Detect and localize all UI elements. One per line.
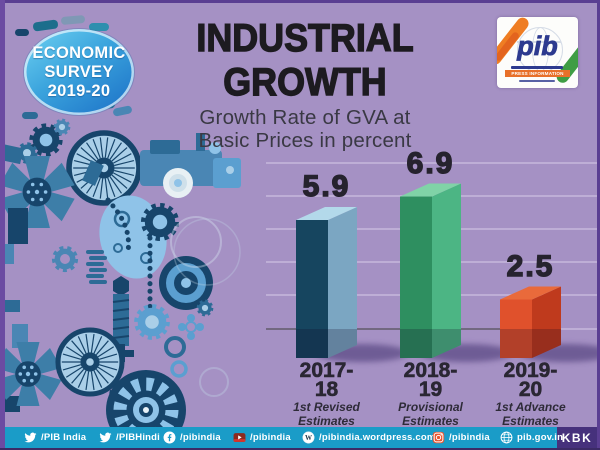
category-label-2017-18: 2017- 18 bbox=[299, 359, 354, 401]
estimate-note-2017-18: 1st Revised Estimates bbox=[293, 400, 360, 428]
footer-social-item: pib.gov.in bbox=[500, 427, 563, 448]
decor-pill bbox=[15, 29, 29, 36]
frame-border bbox=[0, 0, 5, 450]
gear-icon bbox=[51, 245, 79, 273]
frame-border bbox=[0, 448, 600, 450]
frame-border bbox=[0, 0, 600, 3]
decor-pill bbox=[32, 19, 59, 32]
instagram-icon bbox=[432, 431, 445, 444]
pib-logo: pib PRESS INFORMATION BUREAU bbox=[497, 17, 578, 88]
category-label-2018-19: 2018- 19 bbox=[403, 359, 458, 401]
estimate-note-2018-19: Provisional Estimates bbox=[398, 400, 463, 428]
decor-pill bbox=[112, 105, 133, 117]
svg-text:W: W bbox=[305, 434, 312, 442]
credit-badge: KBK bbox=[557, 427, 597, 448]
footer-social-handle: /pibindia bbox=[180, 432, 221, 443]
fan-wheel-icon bbox=[0, 156, 75, 228]
social-footer-bar: KBK /PIB India/PIBHindi/pibindia/pibindi… bbox=[0, 427, 600, 448]
footer-social-item: /pibindia bbox=[432, 427, 490, 448]
globe-icon bbox=[500, 431, 513, 444]
badge-line2: SURVEY bbox=[44, 62, 114, 81]
turbine-wheel-icon bbox=[66, 130, 142, 206]
gear-icon bbox=[134, 304, 170, 340]
frame-border bbox=[597, 0, 600, 450]
wordpress-icon: W bbox=[302, 431, 315, 444]
badge-line3: 2019-20 bbox=[47, 81, 111, 100]
spring-icon bbox=[86, 250, 107, 284]
gear-icon bbox=[109, 383, 131, 405]
fan-wheel-icon bbox=[0, 342, 62, 406]
pib-wordmark: pib bbox=[517, 31, 558, 62]
decor-ring bbox=[170, 216, 222, 268]
hindi-text-line bbox=[519, 80, 555, 82]
footer-social-item: /pibindia bbox=[233, 427, 291, 448]
value-label-2019-20: 2.5 bbox=[506, 249, 555, 284]
economic-survey-badge: ECONOMIC SURVEY 2019-20 bbox=[24, 29, 134, 115]
twitter-icon bbox=[99, 431, 112, 444]
footer-social-handle: pib.gov.in bbox=[517, 432, 564, 443]
twitter-icon bbox=[24, 431, 37, 444]
youtube-icon bbox=[233, 431, 246, 444]
value-label-2017-18: 5.9 bbox=[302, 169, 351, 204]
hindi-text-line bbox=[511, 66, 563, 69]
footer-social-item: /pibindia bbox=[163, 427, 221, 448]
chart-subtitle-line1: Growth Rate of GVA at bbox=[199, 106, 411, 129]
gear-plate bbox=[99, 195, 167, 279]
footer-social-handle: /PIBHindi bbox=[116, 432, 161, 443]
footer-social-item: /PIBHindi bbox=[99, 427, 160, 448]
gear-icon bbox=[29, 123, 63, 157]
badge-line1: ECONOMIC bbox=[32, 43, 126, 62]
bar-2017-18 bbox=[296, 206, 357, 358]
decor-pill bbox=[89, 23, 109, 31]
gear-icon bbox=[196, 299, 214, 317]
bar-2018-19 bbox=[400, 183, 461, 358]
machine-parts bbox=[0, 143, 104, 412]
decor-ring bbox=[173, 218, 241, 286]
chain-link bbox=[105, 197, 131, 255]
footer-social-item: W/pibindia.wordpress.com bbox=[302, 427, 436, 448]
footer-social-handle: /PIB India bbox=[41, 432, 87, 443]
page-title-line1: INDUSTRIAL bbox=[196, 17, 415, 60]
page-title-line2: GROWTH bbox=[223, 61, 388, 104]
footer-social-handle: /pibindia bbox=[250, 432, 291, 443]
estimate-note-2019-20: 1st Advance Estimates bbox=[495, 400, 566, 428]
gear-icon bbox=[140, 202, 180, 242]
pulley-disc bbox=[159, 256, 213, 310]
facebook-icon bbox=[163, 431, 176, 444]
footer-social-handle: /pibindia.wordpress.com bbox=[319, 432, 436, 443]
bolt-icon bbox=[108, 276, 134, 362]
turbine-wheel-icon bbox=[55, 327, 125, 397]
ring-icon bbox=[170, 360, 188, 378]
footer-social-item: /PIB India bbox=[24, 427, 86, 448]
decor-pill bbox=[60, 14, 86, 26]
decor-pill bbox=[22, 112, 38, 119]
gear-icon bbox=[16, 142, 38, 164]
bar-2019-20 bbox=[500, 286, 561, 358]
pib-caption: PRESS INFORMATION BUREAU bbox=[505, 70, 570, 83]
gear-icon bbox=[53, 118, 71, 136]
category-label-2019-20: 2019- 20 bbox=[503, 359, 558, 401]
ring-icon bbox=[164, 336, 186, 358]
decor-ring bbox=[199, 367, 229, 397]
chart-subtitle-line2: Basic Prices in percent bbox=[198, 129, 412, 152]
cross-connector bbox=[178, 314, 204, 340]
footer-social-handle: /pibindia bbox=[449, 432, 490, 443]
